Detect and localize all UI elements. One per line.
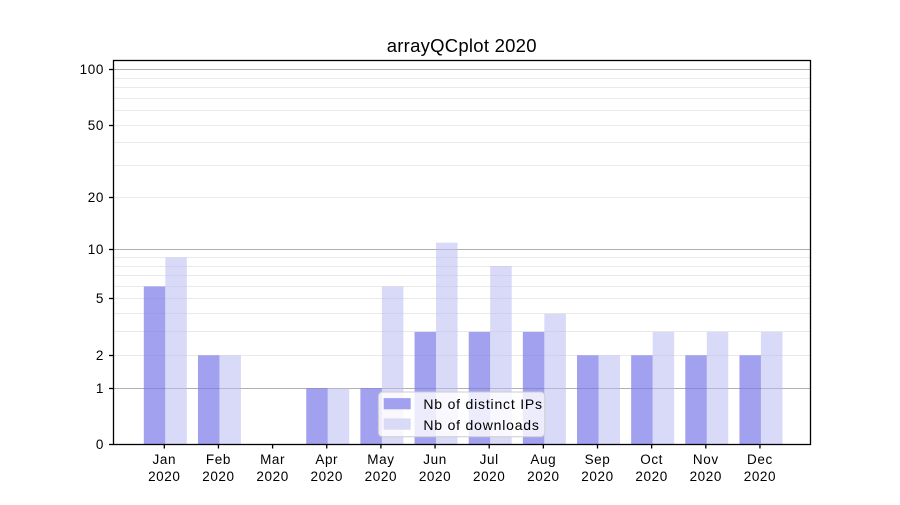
svg-text:2: 2	[96, 348, 104, 363]
svg-text:2020: 2020	[365, 469, 397, 484]
svg-text:2020: 2020	[473, 469, 505, 484]
svg-text:2020: 2020	[256, 469, 288, 484]
svg-text:2020: 2020	[419, 469, 451, 484]
svg-text:arrayQCplot 2020: arrayQCplot 2020	[387, 35, 537, 56]
svg-text:Oct: Oct	[640, 452, 663, 467]
svg-text:20: 20	[88, 190, 104, 205]
svg-text:2020: 2020	[744, 469, 776, 484]
svg-text:0: 0	[96, 437, 104, 452]
svg-text:10: 10	[88, 242, 104, 257]
svg-text:1: 1	[96, 381, 104, 396]
svg-text:2020: 2020	[202, 469, 234, 484]
svg-text:Feb: Feb	[206, 452, 231, 467]
svg-text:2020: 2020	[581, 469, 613, 484]
svg-text:Nb of distinct IPs: Nb of distinct IPs	[423, 396, 542, 412]
svg-text:Nb of downloads: Nb of downloads	[423, 417, 539, 433]
svg-text:Nov: Nov	[693, 452, 719, 467]
svg-text:Jun: Jun	[423, 452, 447, 467]
svg-text:May: May	[367, 452, 394, 467]
svg-text:2020: 2020	[527, 469, 559, 484]
svg-text:2020: 2020	[690, 469, 722, 484]
svg-text:Jan: Jan	[153, 452, 177, 467]
svg-text:Mar: Mar	[260, 452, 285, 467]
svg-text:Aug: Aug	[530, 452, 556, 467]
svg-text:100: 100	[80, 62, 104, 77]
svg-text:Dec: Dec	[747, 452, 773, 467]
svg-text:50: 50	[88, 118, 104, 133]
svg-text:2020: 2020	[635, 469, 667, 484]
svg-text:2020: 2020	[148, 469, 180, 484]
svg-text:2020: 2020	[311, 469, 343, 484]
svg-text:5: 5	[96, 291, 104, 306]
svg-text:Jul: Jul	[480, 452, 499, 467]
svg-text:Apr: Apr	[315, 452, 338, 467]
svg-text:Sep: Sep	[585, 452, 611, 467]
